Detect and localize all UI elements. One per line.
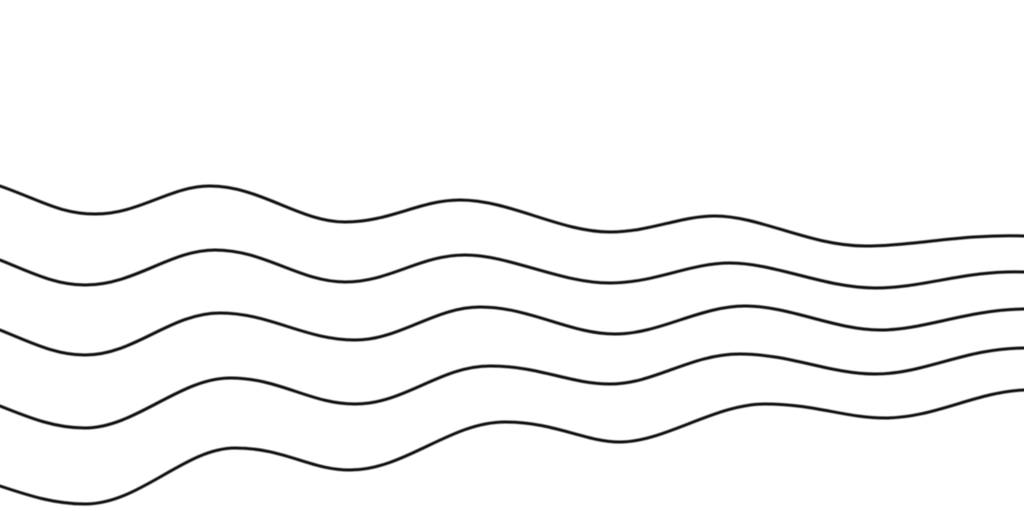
wave-line-1 bbox=[0, 184, 1024, 248]
wave-line-3 bbox=[0, 304, 1024, 357]
wave-line-4 bbox=[0, 346, 1024, 430]
wave-line-2 bbox=[0, 248, 1024, 290]
wave-line-5 bbox=[0, 388, 1024, 506]
